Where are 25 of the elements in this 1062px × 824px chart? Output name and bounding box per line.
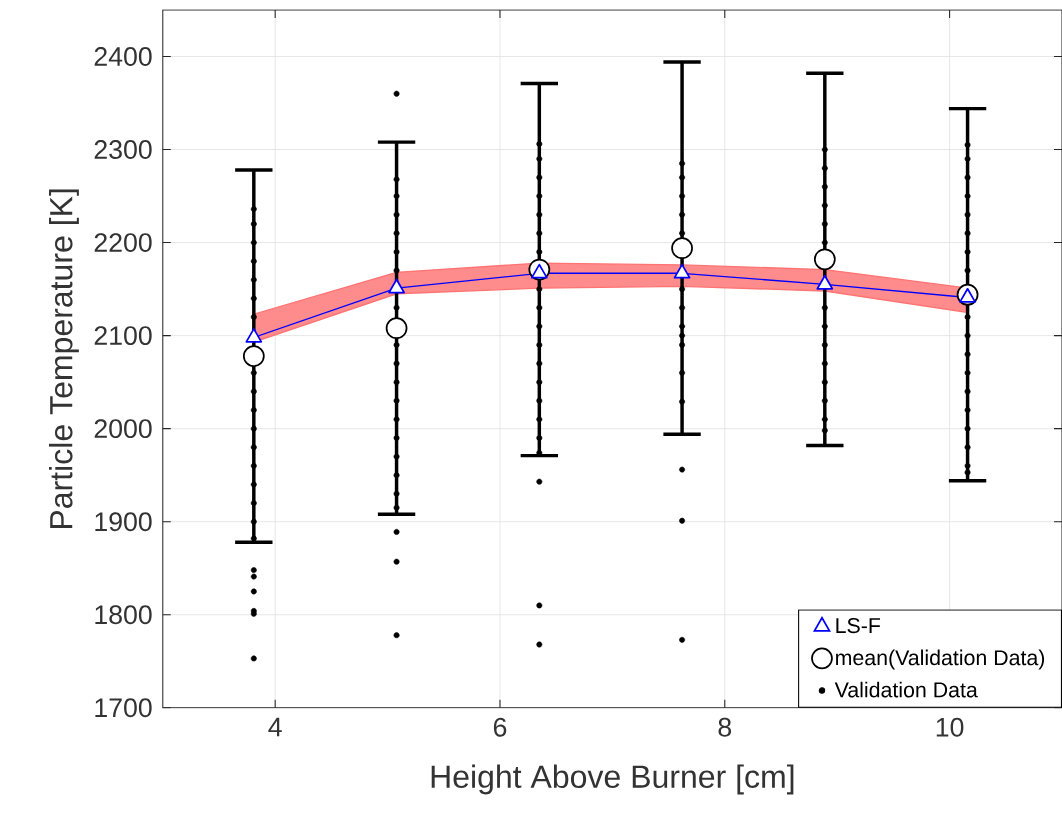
y-tick-label: 1900 (95, 512, 152, 532)
y-tick-label: 2200 (94, 233, 152, 253)
legend-label: Validation Data (834, 681, 978, 698)
x-axis-title: Height Above Burner [cm] (431, 764, 794, 795)
legend-label: mean(Validation Data) (836, 649, 1045, 670)
x-tick-label: 6 (493, 717, 507, 737)
point (816, 274, 834, 290)
point (671, 237, 693, 260)
y-tick-label: 1700 (95, 698, 152, 718)
y-tick-label: 2000 (94, 419, 152, 439)
x-tick-label: 10 (936, 717, 964, 737)
point (242, 345, 265, 368)
y-tick-label: 2100 (94, 326, 152, 346)
y-axis-title: Particle Temperature [K] (49, 189, 79, 529)
x-tick-label: 4 (268, 717, 282, 737)
y-tick-label: 2300 (94, 140, 152, 160)
legend-label: LS-F (836, 618, 881, 634)
point (245, 328, 263, 343)
x-tick-label: 8 (718, 717, 732, 737)
point (385, 317, 408, 340)
point (673, 263, 691, 279)
point (813, 248, 836, 271)
y-tick-label: 2400 (94, 47, 152, 67)
y-tick-label: 1800 (95, 605, 152, 625)
point (388, 278, 405, 294)
